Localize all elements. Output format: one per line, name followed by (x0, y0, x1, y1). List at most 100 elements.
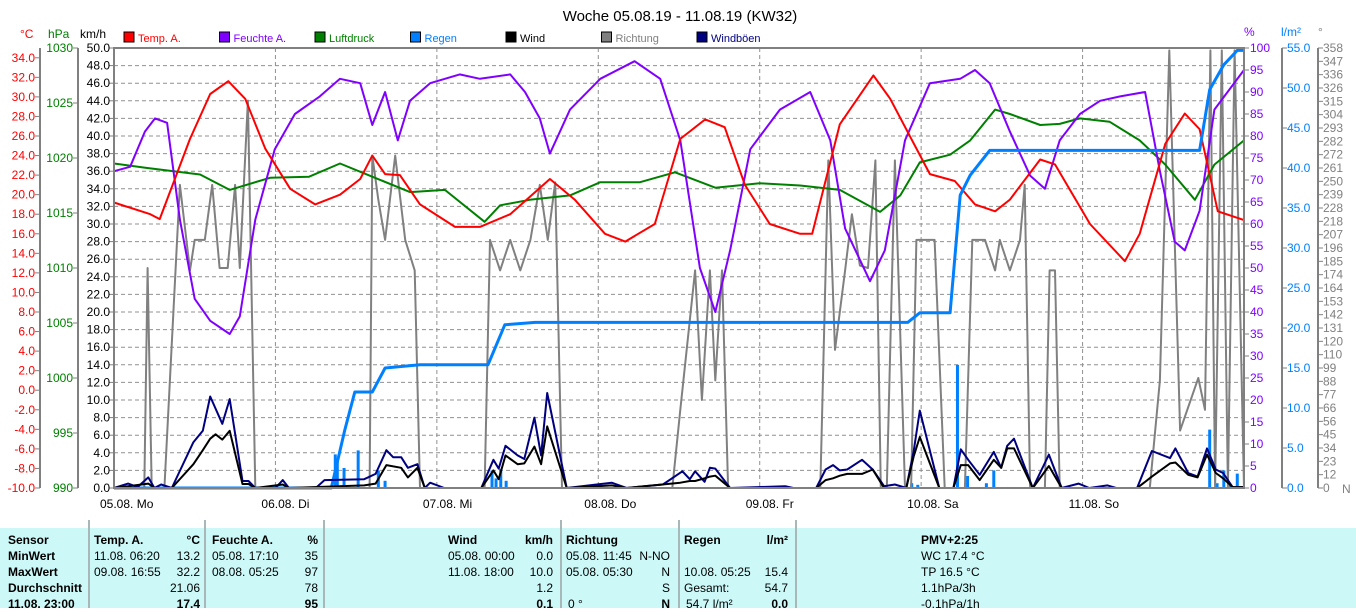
humidity-tick-label: 45 (1250, 283, 1264, 297)
direction-tick-label: 45 (1323, 428, 1337, 442)
temp-tick-label: 14.0 (12, 246, 36, 260)
wind-tick-label: 8.0 (93, 411, 110, 425)
direction-tick-label: 164 (1323, 281, 1343, 295)
header-wind: Wind (448, 533, 478, 547)
axis-unit-wind: km/h (80, 27, 106, 41)
pressure-tick-label: 1025 (46, 96, 73, 110)
temp-tick-label: 32.0 (12, 70, 36, 84)
legend-swatch (696, 31, 708, 43)
wind-chill: WC 17.4 °C (921, 549, 985, 563)
legend-label: Luftdruck (329, 33, 375, 45)
axis-direction-n: N (1342, 482, 1351, 496)
direction-tick-label: 261 (1323, 161, 1343, 175)
pressure-tick-label: 995 (53, 426, 73, 440)
pressure-tick-label: 1010 (46, 261, 73, 275)
row-label-current: 11.08. 23:00 (8, 597, 75, 611)
wind-tick-label: 28.0 (87, 235, 111, 249)
axes: 05.08. Mo 06.08. Di 07.08. Mi 08.08. Do 09.0… (8, 41, 1344, 511)
wind-tick-label: 4.0 (93, 446, 110, 460)
rain-tick-label: 5.0 (1287, 441, 1304, 455)
wind-tick-label: 22.0 (87, 287, 111, 301)
rain-bar (499, 468, 503, 488)
max-temp: 32.2 (176, 565, 200, 579)
rain-bar (490, 470, 494, 488)
x-tick-label: 09.08. Fr (746, 497, 794, 511)
humidity-tick-label: 35 (1250, 327, 1264, 341)
humidity-tick-label: 100 (1250, 41, 1270, 55)
column-divider (560, 520, 562, 608)
direction-tick-label: 56 (1323, 414, 1337, 428)
direction-tick-label: 66 (1323, 401, 1337, 415)
rain-bar (335, 460, 339, 488)
rain-bar (504, 480, 508, 488)
avg-humidity: 78 (304, 581, 318, 595)
humidity-tick-label: 85 (1250, 107, 1264, 121)
rain-tick-label: 35.0 (1287, 201, 1311, 215)
rain-total: 54.7 (764, 581, 788, 595)
current-wind: 0.1 (536, 597, 553, 611)
wind-tick-label: 24.0 (87, 270, 111, 284)
direction-tick-label: 326 (1323, 81, 1343, 95)
pressure-tick-label: 1005 (46, 316, 73, 330)
wind-tick-label: 26.0 (87, 252, 111, 266)
max-rain: 15.4 (764, 565, 788, 579)
pressure-tick-label: 1000 (46, 371, 73, 385)
series-line-richtung (114, 49, 1245, 489)
x-tick-label: 08.08. Do (584, 497, 636, 511)
direction-tick-label: 293 (1323, 121, 1343, 135)
series-line-temp-a (113, 74, 1245, 263)
temp-tick-label: -6.0 (14, 442, 35, 456)
humidity-tick-label: 65 (1250, 195, 1264, 209)
direction-tick-label: 207 (1323, 228, 1343, 242)
header-pmv: PMV+2:25 (921, 533, 979, 547)
pressure-trend-3h: 1.1hPa/3h (921, 581, 976, 595)
temp-tick-label: 20.0 (12, 188, 36, 202)
avg-direction: S (661, 581, 670, 595)
wind-tick-label: 40.0 (87, 129, 111, 143)
plot-frame (113, 47, 1245, 489)
legend-swatch (505, 31, 517, 43)
temp-tick-label: 30.0 (12, 90, 36, 104)
direction-tick-label: 272 (1323, 148, 1343, 162)
x-tick-label: 10.08. Sa (907, 497, 959, 511)
pressure-tick-label: 1015 (46, 206, 73, 220)
max-wind: 10.0 (529, 565, 553, 579)
rain-bar (966, 476, 970, 488)
humidity-tick-label: 75 (1250, 151, 1264, 165)
min-direction-time: 05.08. 11:45 (566, 549, 632, 563)
rain-total-label: Gesamt: (684, 581, 730, 595)
rain-tick-label: 45.0 (1287, 121, 1311, 135)
rain-tick-label: 50.0 (1287, 81, 1311, 95)
wind-tick-label: 14.0 (87, 358, 111, 372)
wind-tick-label: 20.0 (87, 305, 111, 319)
direction-tick-label: 185 (1323, 254, 1343, 268)
wind-tick-label: 36.0 (87, 164, 111, 178)
humidity-tick-label: 60 (1250, 217, 1264, 231)
grid (114, 48, 1244, 488)
rain-bar (1235, 473, 1239, 488)
plot-area (113, 48, 1245, 490)
series-line-regen (114, 48, 1244, 490)
row-label-avg: Durchschnitt (8, 581, 83, 595)
direction-tick-label: 304 (1323, 108, 1343, 122)
temp-tick-label: 6.0 (18, 325, 35, 339)
direction-tick-label: 12 (1323, 468, 1337, 482)
stats-table: Sensor Temp. A. °C Feuchte A. % Wind km/… (0, 520, 1356, 611)
min-direction: N-NO (639, 549, 670, 563)
header-temp-unit: °C (186, 533, 200, 547)
legend-label: Wind (520, 33, 545, 45)
direction-tick-label: 120 (1323, 334, 1343, 348)
legend-swatch (601, 31, 612, 43)
rain-bar (356, 450, 360, 488)
direction-tick-label: 358 (1323, 41, 1343, 55)
humidity-tick-label: 15 (1250, 415, 1264, 429)
series-line-luftdruck (113, 108, 1245, 223)
direction-tick-label: 250 (1323, 174, 1343, 188)
temp-tick-label: -2.0 (14, 403, 35, 417)
legend-swatch (219, 31, 230, 43)
x-tick-label: 11.08. So (1069, 497, 1120, 511)
current-rain: 0.0 (771, 597, 788, 611)
row-label-min: MinWert (8, 549, 56, 563)
header-direction: Richtung (566, 533, 618, 547)
temp-tick-label: 22.0 (12, 168, 36, 182)
